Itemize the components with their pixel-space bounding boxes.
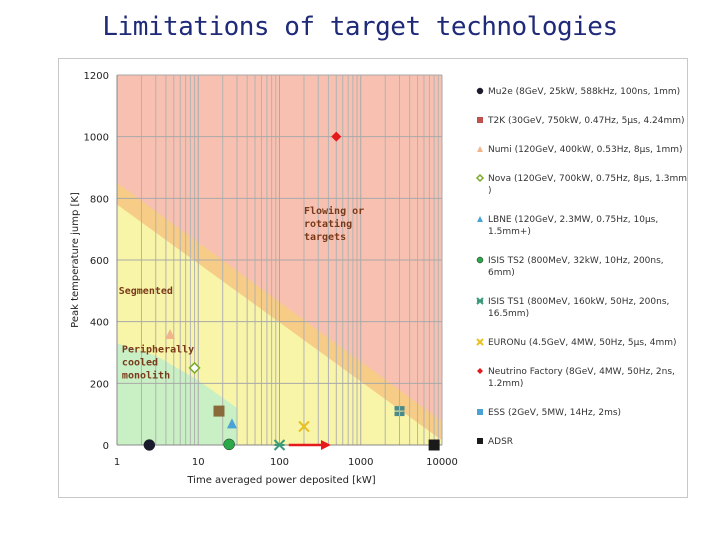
legend-label: Mu2e (8GeV, 25kW, 588kHz, 100ns, 1mm) — [488, 87, 680, 97]
region-peripherally-cooled — [117, 343, 237, 445]
legend-marker — [475, 173, 485, 183]
data-point-layer — [143, 131, 440, 451]
y-tick-label: 1000 — [84, 133, 109, 144]
axes-layer: 0 200 400 600 800 1000 1200 1 10 100 1000 10000 Time… — [70, 71, 458, 486]
region-label: cooled — [122, 358, 158, 369]
legend-marker — [476, 297, 484, 305]
x-tick-label: 100 — [270, 457, 289, 468]
marker-cell — [400, 411, 405, 417]
data-point — [428, 439, 440, 451]
data-point — [213, 405, 225, 417]
region-label: Peripherally — [122, 344, 194, 356]
legend-label: 1.5mm+) — [488, 227, 531, 237]
legend-marker — [477, 368, 483, 374]
legend-label: 1.2mm) — [488, 379, 523, 389]
y-tick-label: 200 — [90, 379, 109, 390]
y-tick-label: 1200 — [84, 71, 109, 82]
legend: Mu2e (8GeV, 25kW, 588kHz, 100ns, 1mm) T2K… — [475, 87, 687, 447]
region-label: targets — [304, 232, 346, 243]
x-tick-label: 1000 — [348, 457, 373, 468]
data-point — [143, 439, 156, 451]
legend-marker — [476, 338, 484, 346]
legend-label: ESS (2GeV, 5MW, 14Hz, 2ms) — [488, 408, 621, 418]
legend-marker — [476, 87, 484, 95]
x-tick-label: 10000 — [426, 457, 458, 468]
marker-stroke — [476, 338, 484, 346]
data-point — [223, 438, 235, 451]
region-label: monolith — [122, 370, 170, 382]
x-axis-label: Time averaged power deposited [kW] — [186, 475, 375, 486]
y-tick-label: 0 — [103, 441, 109, 452]
legend-label: ) — [488, 186, 492, 196]
legend-marker — [477, 216, 483, 222]
marker-cell — [400, 406, 405, 411]
legend-label: ISIS TS1 (800MeV, 160kW, 50Hz, 200ns, — [488, 297, 669, 307]
data-point — [188, 361, 201, 374]
data-point — [226, 418, 237, 429]
data-point — [394, 406, 405, 417]
legend-label: Nova (120GeV, 700kW, 0.75Hz, 8μs, 1.3mm — [488, 174, 687, 184]
legend-label: ADSR — [488, 437, 513, 447]
x-tick-label: 1 — [114, 457, 120, 468]
data-point — [165, 329, 176, 339]
arrow-head — [320, 440, 331, 450]
data-point — [331, 131, 342, 142]
region-label: rotating — [304, 218, 352, 230]
y-axis-label: Peak temperature jump [K] — [70, 192, 81, 328]
data-point — [298, 420, 310, 433]
legend-marker — [477, 409, 483, 415]
legend-label: Numi (120GeV, 400kW, 0.53Hz, 8μs, 1mm) — [488, 145, 683, 155]
slide-title: Limitations of target technologies — [102, 12, 618, 42]
legend-marker — [477, 146, 483, 152]
legend-label: Neutrino Factory (8GeV, 4MW, 50Hz, 2ns, — [488, 367, 675, 377]
legend-label: EURONu (4.5GeV, 4MW, 50Hz, 5μs, 4mm) — [488, 338, 677, 348]
legend-marker — [477, 438, 483, 444]
data-point — [273, 439, 286, 451]
y-tick-label: 600 — [90, 256, 109, 267]
marker-stroke — [298, 420, 310, 433]
x-tick-label: 10 — [192, 457, 205, 468]
region-label: Flowing or — [304, 205, 364, 217]
y-tick-label: 800 — [90, 194, 109, 205]
legend-marker — [477, 117, 483, 123]
legend-label: LBNE (120GeV, 2.3MW, 0.75Hz, 10μs, — [488, 215, 658, 225]
marker-cell — [394, 411, 400, 417]
marker-cell — [394, 406, 400, 411]
y-tick-label: 400 — [90, 318, 109, 329]
legend-label: ISIS TS2 (800MeV, 32kW, 10Hz, 200ns, — [488, 256, 664, 266]
region-label: Segmented — [119, 286, 173, 297]
legend-marker — [476, 256, 484, 264]
legend-label: 16.5mm) — [488, 309, 529, 319]
legend-label: 6mm) — [488, 268, 515, 278]
legend-label: T2K (30GeV, 750kW, 0.47Hz, 5μs, 4.24mm) — [487, 116, 685, 126]
